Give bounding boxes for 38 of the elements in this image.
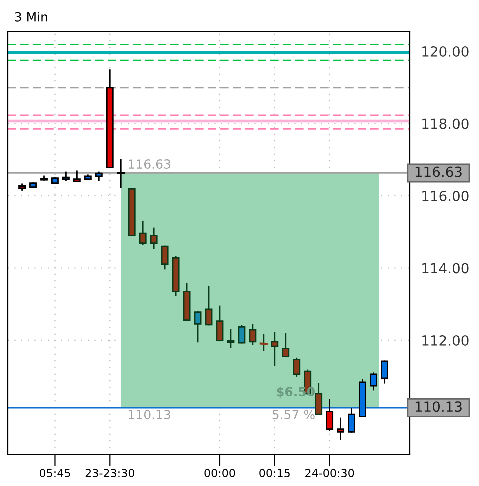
candlestick <box>370 372 378 391</box>
annotation: 116.63 <box>129 160 170 170</box>
y-tick-label: 120.00 <box>422 46 469 57</box>
candlestick <box>73 170 81 182</box>
chart-title: 3 Min <box>15 12 48 22</box>
annotation: 5.57 % <box>272 410 315 420</box>
y-tick-label: 118.00 <box>422 118 469 130</box>
candlestick <box>348 408 356 433</box>
y-tick-label: 112.00 <box>422 335 469 346</box>
candlestick <box>271 332 279 366</box>
candlestick <box>205 286 213 326</box>
ref-line-label: 110.13 <box>416 402 462 412</box>
candlestick <box>381 360 388 384</box>
y-tick-label: 116.00 <box>422 190 469 202</box>
candlestick <box>117 159 126 188</box>
x-tick-label: 00:00 <box>204 469 236 478</box>
candlestick <box>249 324 257 346</box>
candlestick <box>293 358 301 377</box>
candlestick <box>227 329 235 348</box>
candlestick <box>326 399 334 432</box>
candlestick <box>194 312 202 343</box>
candlestick <box>315 384 323 416</box>
x-tick-label: 23-23:30 <box>86 469 134 478</box>
x-tick-label: 00:15 <box>260 469 290 478</box>
candlestick <box>150 228 158 250</box>
candlestick <box>260 334 268 352</box>
ref-line-label: 116.63 <box>416 166 462 178</box>
annotation: 110.13 <box>129 410 170 420</box>
candlestick <box>216 306 224 342</box>
x-tick-label: 05:45 <box>40 469 70 478</box>
candlestick <box>282 333 290 358</box>
candlestick <box>161 246 169 270</box>
candlestick <box>139 220 147 246</box>
candlestick <box>337 418 345 440</box>
candlestick <box>238 325 246 344</box>
y-tick-label: 114.00 <box>422 263 469 274</box>
x-tick-label: 24-00:30 <box>306 469 354 478</box>
annotation: $6.50 <box>276 386 315 398</box>
